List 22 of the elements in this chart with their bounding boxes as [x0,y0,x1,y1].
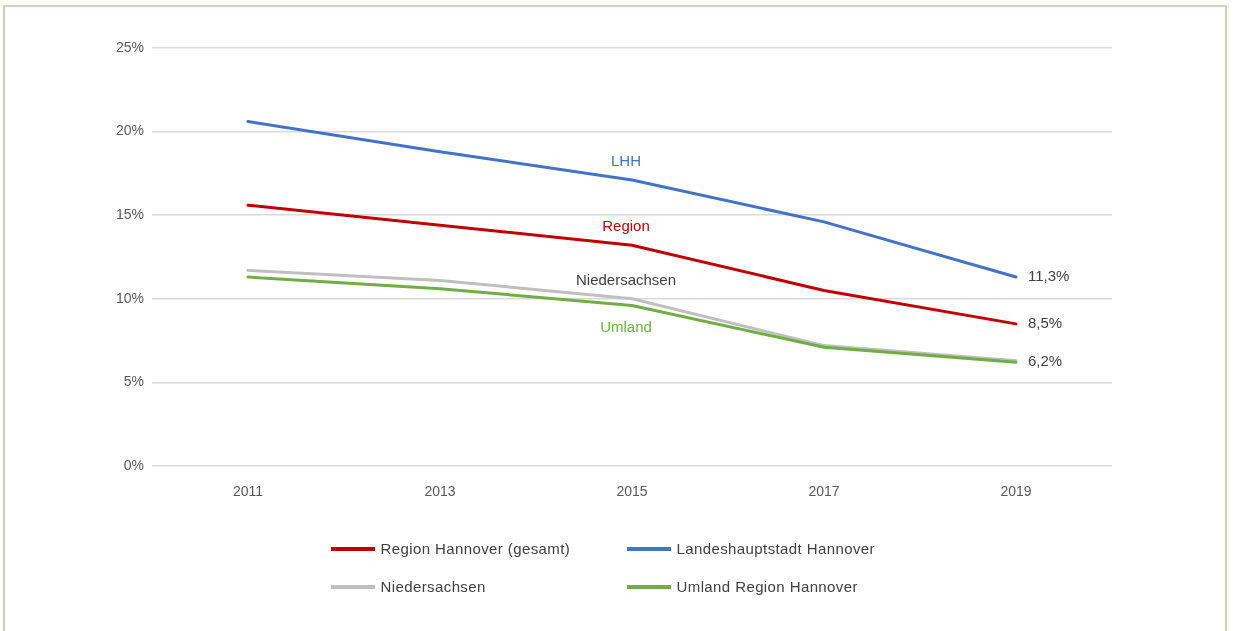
legend-label: Umland Region Hannover [676,578,858,595]
y-tick-label: 5% [123,373,144,390]
x-tick-label: 2019 [1000,483,1032,500]
annotation: LHH [610,152,642,170]
data-label: 11,3% [1028,267,1070,285]
data-label: 8,5% [1028,314,1063,332]
legend-label: Region Hannover (gesamt) [380,540,571,557]
y-tick-label: 25% [115,38,144,55]
x-tick-label: 2017 [808,483,840,500]
x-tick-label: 2015 [616,483,648,500]
y-tick-label: 10% [115,289,144,306]
x-tick-label: 2013 [424,483,456,500]
y-tick-label: 0% [123,456,144,473]
annotation: Region [602,217,650,235]
x-tick-label: 2011 [232,483,264,500]
data-label: 6,2% [1028,352,1063,370]
y-tick-label: 20% [115,122,144,139]
legend-label: Niedersachsen [380,578,486,595]
annotation: Niedersachsen [575,270,677,288]
annotation: Umland [600,317,652,335]
legend-label: Landeshauptstadt Hannover [676,540,875,557]
y-tick-label: 15% [115,206,144,223]
